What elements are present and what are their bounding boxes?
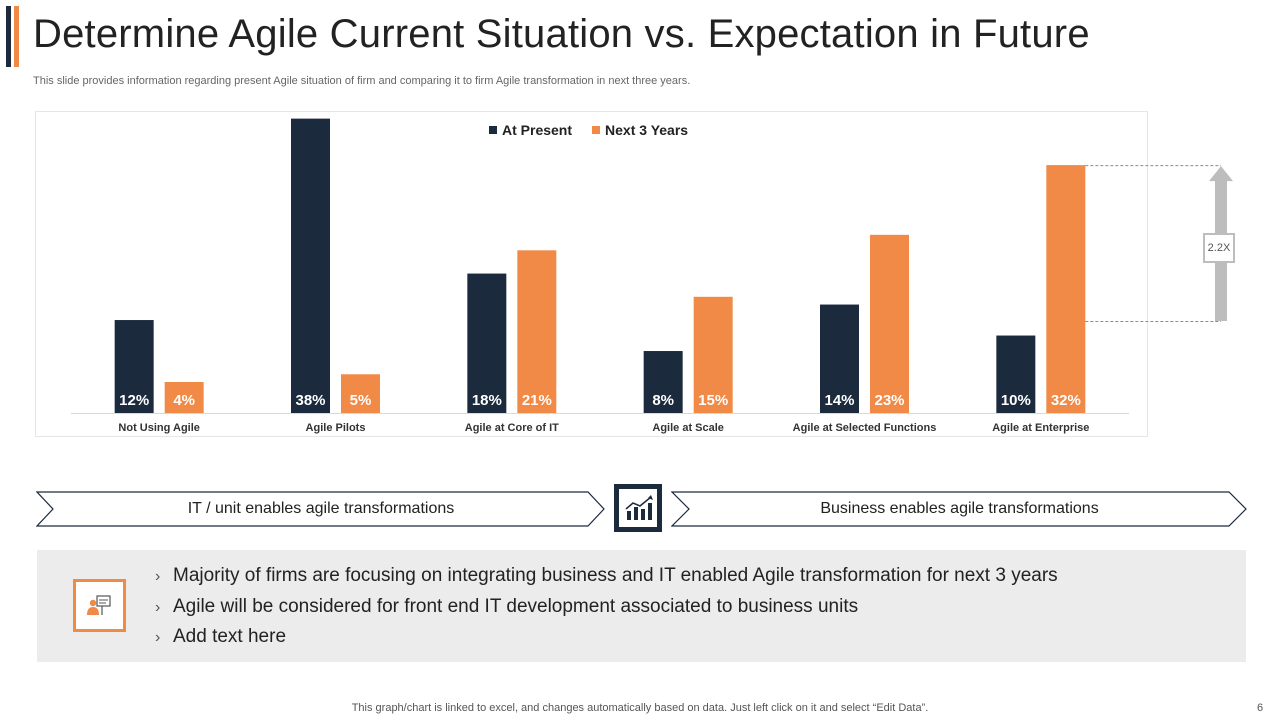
page-number: 6 — [1257, 702, 1264, 714]
x-tick-label: Agile at Selected Functions — [793, 422, 937, 434]
notes-item-text: Majority of firms are focusing on integr… — [173, 565, 1058, 586]
x-tick-label: Agile Pilots — [306, 422, 366, 434]
slide-subtitle: This slide provides information regardin… — [33, 75, 691, 87]
chevron-bullet-icon: › — [155, 598, 161, 616]
bar-at-present — [820, 304, 859, 413]
notes-panel — [37, 550, 1246, 662]
data-label: 23% — [874, 392, 904, 409]
growth-arrow-head-icon — [1209, 166, 1233, 182]
growth-chart-icon — [614, 484, 662, 532]
notes-item-text: Add text here — [173, 626, 287, 647]
chevron-bullet-icon: › — [155, 629, 161, 646]
data-label: 10% — [1001, 392, 1031, 409]
bar-next-3-years — [693, 296, 733, 413]
notes-item: › Majority of firms are focusing on integ… — [155, 563, 1058, 594]
data-label: 15% — [698, 392, 728, 409]
bar-next-3-years — [517, 250, 557, 413]
chevron-left-label: IT / unit enables agile transformations — [187, 500, 455, 517]
title-accent-bar-orange — [14, 6, 19, 67]
notes-item: › Add text here — [155, 624, 1058, 655]
legend-label-next-3-years: Next 3 Years — [605, 122, 689, 138]
chevron-left: IT / unit enables agile transformations — [36, 491, 606, 527]
data-label: 14% — [824, 392, 854, 409]
bar-at-present — [996, 335, 1036, 413]
bar-at-present — [467, 273, 507, 413]
legend-swatch-at-present — [489, 126, 497, 134]
data-label: 4% — [173, 392, 195, 409]
chevron-right: Business enables agile transformations — [671, 491, 1248, 527]
title-accent-bar-dark — [6, 6, 11, 67]
bar-at-present — [643, 351, 683, 413]
chart-frame — [35, 111, 1148, 437]
chevron-left-shape — [36, 491, 605, 527]
x-tick-label: Agile at Scale — [652, 422, 724, 434]
data-label: 5% — [350, 392, 372, 409]
slide-title: Determine Agile Current Situation vs. Ex… — [33, 12, 1090, 56]
data-label: 18% — [472, 392, 502, 409]
chevron-right-shape — [671, 491, 1247, 527]
notes-item: › Agile will be considered for front end … — [155, 594, 1058, 625]
bar-next-3-years — [870, 234, 909, 413]
bar-at-present — [114, 320, 154, 413]
legend-item-next-3-years: Next 3 Years — [592, 122, 688, 138]
data-label: 32% — [1051, 392, 1081, 409]
data-label: 38% — [295, 392, 325, 409]
x-tick-label: Agile at Enterprise — [992, 422, 1089, 434]
data-label: 12% — [119, 392, 149, 409]
footer-note: This graph/chart is linked to excel, and… — [351, 702, 929, 714]
bar-next-3-years — [164, 382, 204, 413]
chevron-bullet-icon: › — [155, 568, 161, 585]
bar-next-3-years — [341, 374, 380, 413]
chevron-right-label: Business enables agile transformations — [820, 500, 1099, 517]
growth-annotation: 2.2X — [1203, 233, 1235, 263]
bar-next-3-years — [1046, 165, 1086, 413]
person-presentation-icon — [73, 579, 126, 632]
data-label: 8% — [652, 392, 674, 409]
legend-swatch-next-3-years — [592, 126, 601, 134]
bar-at-present — [291, 118, 330, 413]
legend-item-at-present: At Present — [489, 122, 572, 138]
legend-label-at-present: At Present — [502, 122, 573, 138]
notes-list: › Majority of firms are focusing on integ… — [155, 563, 1058, 655]
data-label: 21% — [522, 392, 552, 409]
notes-item-text: Agile will be considered for front end I… — [173, 595, 859, 617]
chart-legend: At Present Next 3 Years — [489, 122, 688, 138]
x-tick-label: Not Using Agile — [118, 422, 199, 434]
x-tick-label: Agile at Core of IT — [465, 422, 559, 434]
